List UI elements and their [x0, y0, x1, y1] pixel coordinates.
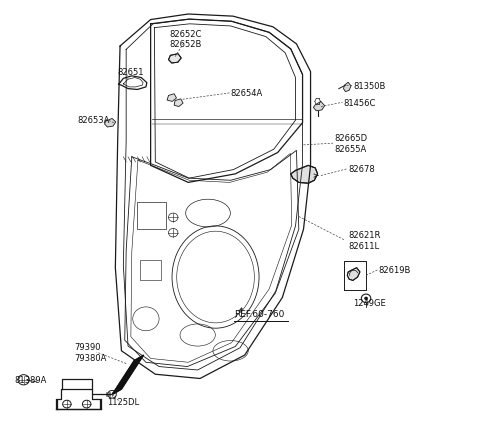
Polygon shape: [168, 55, 181, 64]
Polygon shape: [344, 83, 351, 92]
Text: 79390
79380A: 79390 79380A: [74, 342, 107, 362]
Polygon shape: [291, 166, 318, 184]
Polygon shape: [347, 268, 360, 281]
Text: 82651: 82651: [118, 68, 144, 77]
Circle shape: [364, 297, 368, 300]
Text: 82653A: 82653A: [78, 115, 110, 125]
Text: 81350B: 81350B: [353, 82, 385, 91]
Text: 81456C: 81456C: [344, 99, 376, 108]
Text: 1249GE: 1249GE: [353, 299, 386, 307]
Text: 82652C
82652B: 82652C 82652B: [170, 30, 202, 49]
Text: 82619B: 82619B: [379, 266, 411, 275]
Polygon shape: [174, 100, 183, 107]
Polygon shape: [105, 119, 116, 128]
Polygon shape: [313, 102, 324, 112]
Text: 82665D
82655A: 82665D 82655A: [334, 134, 367, 154]
Text: 1125DL: 1125DL: [108, 398, 140, 407]
Text: REF.60-760: REF.60-760: [234, 309, 285, 319]
Text: 82678: 82678: [348, 165, 375, 174]
Text: 81389A: 81389A: [14, 375, 47, 384]
Text: 82621R
82611L: 82621R 82611L: [348, 231, 381, 250]
Text: 82654A: 82654A: [230, 89, 263, 98]
Polygon shape: [112, 355, 144, 395]
Polygon shape: [167, 95, 177, 102]
